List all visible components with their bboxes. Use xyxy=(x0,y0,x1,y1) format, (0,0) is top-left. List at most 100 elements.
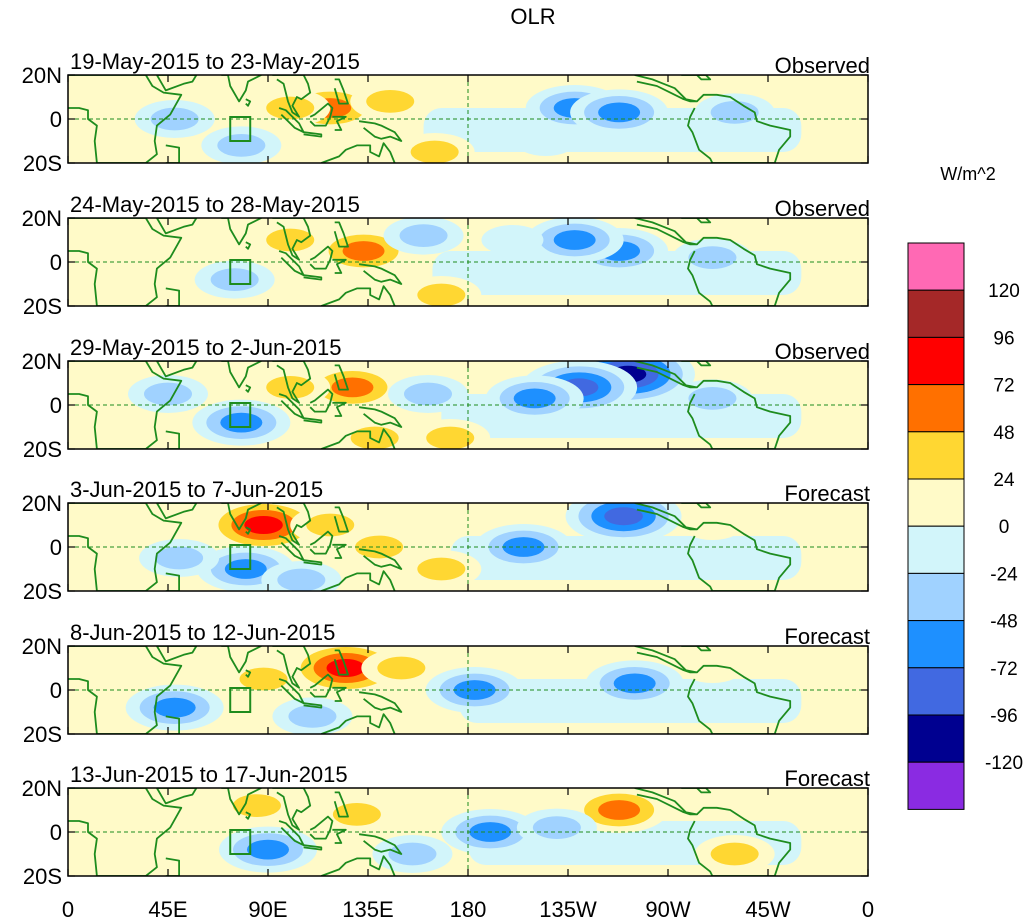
olr-anomaly-contour xyxy=(377,656,426,680)
coastline xyxy=(278,678,305,705)
y-tick-label: 20N xyxy=(22,63,62,88)
colorbar-level-label: 96 xyxy=(993,328,1014,349)
coastline xyxy=(221,503,262,531)
y-tick-label: 20N xyxy=(22,206,62,231)
coastline xyxy=(221,218,262,246)
olr-anomaly-contour xyxy=(688,246,737,269)
olr-anomaly-contour xyxy=(681,510,744,540)
olr-anomaly-contour xyxy=(710,842,759,866)
colorbar-swatch xyxy=(907,667,965,716)
coastline xyxy=(245,241,252,250)
colorbar-units-label: W/m^2 xyxy=(940,164,995,184)
coastline xyxy=(332,686,347,702)
olr-anomaly-contour xyxy=(144,382,192,406)
olr-anomaly-contour xyxy=(342,241,385,261)
olr-anomaly-contour xyxy=(332,803,381,826)
panel-kind-label: Observed xyxy=(775,53,870,78)
colorbar-level-label: -24 xyxy=(990,564,1018,585)
coastline xyxy=(681,218,712,224)
coastline xyxy=(156,788,198,805)
coastline xyxy=(68,218,183,306)
coastline xyxy=(309,530,334,555)
coastline xyxy=(245,526,252,535)
panel-2: 20N 0 20S 24-May-2015 to 28-May-2015 Observe… xyxy=(22,192,870,319)
coastline xyxy=(278,393,305,420)
olr-anomaly-contour xyxy=(710,101,759,124)
panel-period-label: 13-Jun-2015 to 17-Jun-2015 xyxy=(70,762,348,787)
panel-period-label: 24-May-2015 to 28-May-2015 xyxy=(70,192,360,217)
colorbar-swatch xyxy=(907,478,965,527)
coastline xyxy=(221,646,262,674)
coastline xyxy=(278,820,305,847)
panel-kind-label: Forecast xyxy=(784,481,870,506)
coastline xyxy=(303,417,323,424)
coastline xyxy=(272,503,312,546)
panel-period-label: 29-May-2015 to 2-Jun-2015 xyxy=(70,335,342,360)
panel-6: 20N 0 20S 13-Jun-2015 to 17-Jun-2015 Forecas… xyxy=(22,762,870,889)
coastline xyxy=(221,361,262,389)
coastline xyxy=(303,274,323,281)
coastline xyxy=(332,543,347,559)
panel-5: 20N 0 20S 8-Jun-2015 to 12-Jun-2015 Forecast xyxy=(22,620,870,747)
coastline xyxy=(272,646,312,689)
colorbar-swatch xyxy=(907,761,965,810)
coastline xyxy=(332,828,347,844)
olr-anomaly-contour xyxy=(417,557,466,581)
panel-period-label: 3-Jun-2015 to 7-Jun-2015 xyxy=(70,477,323,502)
olr-anomaly-contour xyxy=(417,283,466,306)
coastline xyxy=(333,791,349,818)
y-tick-label: 20S xyxy=(23,722,62,747)
region-box xyxy=(229,687,252,713)
coastline xyxy=(272,788,312,831)
colorbar-swatch xyxy=(907,384,965,433)
olr-anomaly-contour xyxy=(155,546,204,570)
olr-anomaly-contour xyxy=(399,224,448,248)
y-tick-label: 0 xyxy=(50,678,62,703)
coastline xyxy=(358,833,403,855)
olr-anomaly-contour xyxy=(598,800,641,820)
coastline xyxy=(278,535,305,562)
coastline xyxy=(358,548,403,570)
colorbar-level-label: 0 xyxy=(999,517,1010,538)
coastline xyxy=(278,107,305,134)
coastline xyxy=(333,78,349,105)
colorbar-level-label: -72 xyxy=(990,659,1017,680)
colorbar-level-label: -96 xyxy=(990,706,1017,727)
colorbar-level-label: 72 xyxy=(993,376,1014,397)
coastline xyxy=(320,285,396,306)
coastline xyxy=(687,521,792,591)
panel-period-label: 19-May-2015 to 23-May-2015 xyxy=(70,49,360,74)
olr-anomaly-contour xyxy=(277,568,326,591)
olr-anomaly-contour xyxy=(153,697,196,718)
olr-anomaly-contour xyxy=(604,507,643,526)
olr-anomaly-contour xyxy=(532,816,581,839)
coastline xyxy=(358,263,403,285)
colorbar-swatch xyxy=(907,572,965,622)
coastline xyxy=(245,669,252,678)
region-box xyxy=(229,829,252,855)
olr-anomaly-contour xyxy=(410,140,459,163)
coastline xyxy=(333,221,349,248)
region-box xyxy=(229,116,252,142)
panel-kind-label: Forecast xyxy=(784,766,870,791)
coastline xyxy=(309,102,334,127)
colorbar: W/m^2 120 96 72 48 24 0 -24 -48 -72 -96 -120 xyxy=(907,164,1023,810)
x-tick-label: 45W xyxy=(745,897,790,920)
y-tick-label: 20N xyxy=(22,776,62,801)
y-tick-label: 20S xyxy=(23,864,62,889)
y-tick-label: 20S xyxy=(23,151,62,176)
panel-kind-label: Observed xyxy=(775,196,870,221)
coastline xyxy=(358,691,403,713)
coastline xyxy=(332,115,347,131)
coastline xyxy=(681,503,712,509)
coastline xyxy=(156,361,198,378)
coastline xyxy=(68,646,183,734)
coastline xyxy=(221,75,262,103)
coastline xyxy=(681,75,712,81)
panels: 20N 0 20S 19-May-2015 to 23-May-2015 Observe… xyxy=(22,49,870,889)
coastline xyxy=(333,506,349,533)
coastline xyxy=(272,75,312,118)
olr-anomaly-contour xyxy=(388,842,437,866)
region-box xyxy=(229,259,252,285)
coastline xyxy=(165,715,180,734)
